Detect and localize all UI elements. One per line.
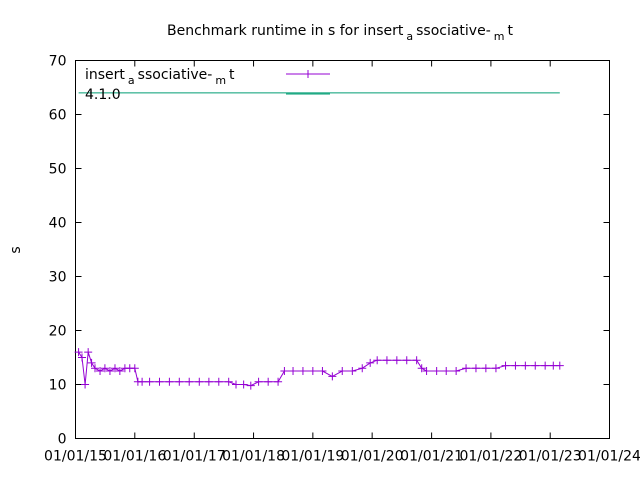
data-point <box>308 367 317 375</box>
data-point <box>175 377 184 386</box>
series-layer <box>74 92 564 390</box>
data-point <box>254 377 263 386</box>
data-point <box>392 356 401 365</box>
chart-title: Benchmark runtime in s for insert a ssocia… <box>167 23 513 43</box>
data-point <box>373 356 382 365</box>
legend-label-version: 4.1.0 <box>85 87 121 103</box>
y-tick-label: 40 <box>49 216 67 232</box>
data-point <box>338 367 347 375</box>
data-point <box>274 377 283 386</box>
legend-insert-part-c: t <box>229 67 235 83</box>
legend: insert a ssociative-m t 4.1.0 <box>85 67 330 103</box>
y-ticks: 0 10 20 30 40 50 60 70 <box>49 54 610 448</box>
x-tick-label: 01/01/15 <box>44 449 107 465</box>
data-point <box>531 361 540 370</box>
data-point <box>328 372 337 381</box>
chart-title-part-a: Benchmark runtime in s for insert <box>167 23 404 39</box>
data-point <box>280 367 289 375</box>
data-point <box>214 377 223 386</box>
data-point <box>239 380 248 389</box>
legend-marker-insert <box>304 70 312 78</box>
data-point <box>432 367 441 375</box>
data-point <box>521 361 530 370</box>
data-point <box>541 361 550 370</box>
data-point <box>204 377 213 386</box>
data-point <box>232 380 241 389</box>
data-point <box>145 377 154 386</box>
data-point <box>358 364 367 373</box>
data-point <box>382 356 391 365</box>
data-point <box>87 358 96 367</box>
y-tick-label: 10 <box>49 378 67 394</box>
chart-title-part-c: t <box>507 23 513 39</box>
x-tick-label: 01/01/22 <box>459 449 522 465</box>
y-tick-label: 60 <box>49 108 67 124</box>
data-point <box>264 377 273 386</box>
data-point <box>96 367 105 375</box>
x-tick-label: 01/01/16 <box>103 449 166 465</box>
data-point <box>491 364 500 373</box>
data-point <box>110 364 119 373</box>
data-point <box>185 377 194 386</box>
plot-frame <box>75 60 610 439</box>
data-point <box>442 367 451 375</box>
data-point <box>422 367 431 375</box>
data-point <box>298 367 307 375</box>
y-tick-label: 50 <box>49 162 67 178</box>
data-point <box>417 364 426 373</box>
data-point <box>130 364 139 373</box>
y-tick-label: 0 <box>58 432 67 448</box>
x-tick-label: 01/01/19 <box>281 449 344 465</box>
data-point <box>318 367 327 375</box>
x-tick-label: 01/01/23 <box>519 449 582 465</box>
data-point <box>366 358 375 367</box>
data-point <box>100 364 109 373</box>
legend-insert-sub-a: a <box>128 74 135 87</box>
y-tick-label: 20 <box>49 324 67 340</box>
data-point <box>115 367 124 375</box>
data-point <box>105 367 114 375</box>
data-point <box>412 356 421 365</box>
data-point <box>462 364 471 373</box>
data-point <box>165 377 174 386</box>
data-point <box>471 364 480 373</box>
y-tick-label: 30 <box>49 270 67 286</box>
data-point <box>555 361 564 370</box>
data-point <box>77 353 86 362</box>
data-point <box>90 364 99 373</box>
x-tick-label: 01/01/21 <box>400 449 463 465</box>
data-point <box>224 377 233 386</box>
chart-title-sub-m: m <box>494 30 505 43</box>
legend-label-insert: insert a ssociative-m t <box>85 67 235 87</box>
x-tick-label: 01/01/17 <box>163 449 226 465</box>
legend-insert-part-b: ssociative- <box>138 67 213 83</box>
y-tick-label: 70 <box>49 54 67 70</box>
series-line-0 <box>78 351 560 387</box>
data-point <box>246 381 255 390</box>
chart-title-sub-a: a <box>406 30 413 43</box>
legend-insert-sub-m: m <box>215 74 226 87</box>
y-axis-label: s <box>8 246 24 253</box>
data-point <box>501 361 510 370</box>
data-point <box>81 380 90 389</box>
data-point <box>155 377 164 386</box>
data-point <box>452 367 461 375</box>
data-point <box>348 367 357 375</box>
data-point <box>84 348 93 357</box>
chart-title-part-b: ssociative- <box>416 23 491 39</box>
data-point <box>138 377 147 386</box>
data-point <box>481 364 490 373</box>
x-tick-label: 01/01/18 <box>222 449 285 465</box>
x-tick-label: 01/01/20 <box>341 449 404 465</box>
legend-insert-part-a: insert <box>85 67 125 83</box>
data-point <box>195 377 204 386</box>
data-point <box>289 367 298 375</box>
data-point <box>511 361 520 370</box>
x-tick-label: 01/01/24 <box>578 449 640 465</box>
data-point <box>402 356 411 365</box>
x-ticks: 01/01/1501/01/1601/01/1701/01/1801/01/19… <box>44 60 640 465</box>
data-point <box>74 348 83 357</box>
